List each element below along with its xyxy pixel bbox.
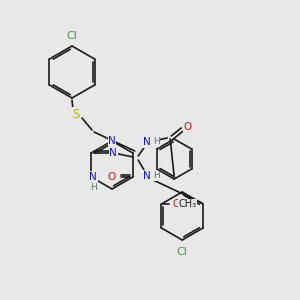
Text: Cl: Cl <box>177 247 188 257</box>
Text: N: N <box>143 171 151 181</box>
Text: N: N <box>109 148 117 158</box>
Text: O: O <box>183 122 191 132</box>
Text: H: H <box>90 182 97 191</box>
Text: H: H <box>153 172 160 181</box>
Text: O: O <box>108 172 116 182</box>
Text: N: N <box>89 172 97 182</box>
Text: CH₃: CH₃ <box>178 199 196 209</box>
Text: S: S <box>72 107 80 121</box>
Text: Cl: Cl <box>67 31 77 41</box>
Text: N: N <box>108 136 116 146</box>
Text: O: O <box>172 199 180 209</box>
Text: N: N <box>143 137 151 147</box>
Text: H: H <box>153 137 160 146</box>
